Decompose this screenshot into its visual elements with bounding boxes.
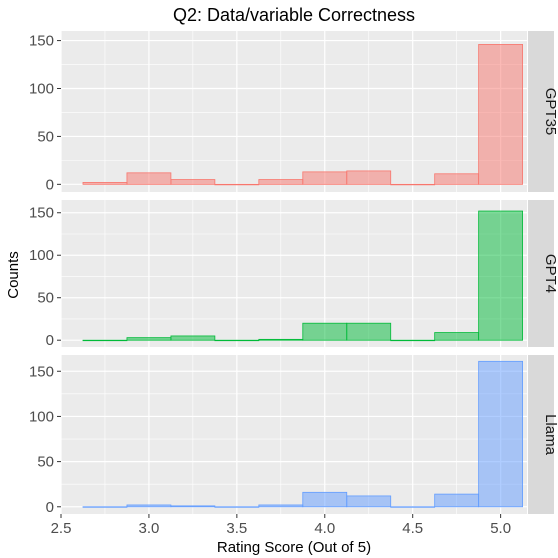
x-tick-label: 3.5: [226, 520, 247, 537]
histogram-bar: [390, 183, 436, 186]
x-tick-label: 4.0: [314, 520, 335, 537]
facet-strip: [528, 355, 554, 514]
y-tick-label: 0: [46, 499, 54, 516]
histogram-bar: [258, 338, 304, 341]
y-tick-label: 150: [29, 205, 54, 222]
histogram-bar: [82, 506, 128, 508]
histogram-bar: [478, 210, 524, 341]
histogram-bar: [82, 182, 128, 185]
x-tick-label: 3.0: [138, 520, 159, 537]
histogram-bar: [302, 491, 348, 508]
y-tick-label: 0: [46, 176, 54, 193]
y-tick-label: 100: [29, 408, 54, 425]
histogram-bar: [126, 504, 172, 508]
facet-strip-label: Llama: [542, 414, 558, 456]
facet-strip: [528, 200, 554, 347]
histogram-bar: [170, 179, 216, 185]
histogram-bar: [346, 495, 392, 508]
x-tick-label: 5.0: [490, 520, 511, 537]
y-tick-label: 100: [29, 247, 54, 264]
histogram-bar: [258, 504, 304, 508]
chart-title: Q2: Data/variable Correctness: [173, 5, 415, 25]
histogram-bar: [126, 337, 172, 341]
x-tick-label: 2.5: [51, 520, 72, 537]
y-axis-title: Counts: [5, 251, 22, 299]
histogram-bar: [170, 335, 216, 341]
histogram-bar: [302, 171, 348, 185]
histogram-bar: [214, 506, 260, 508]
facet-panel-llama: 0 50 100 150 Llama: [29, 355, 558, 516]
facet-panel-gpt4: 0 50 100 150 GPT4: [29, 200, 558, 349]
histogram-bar: [390, 506, 436, 508]
facet-strip-label: GPT4: [542, 254, 558, 293]
x-axis-title: Rating Score (Out of 5): [217, 539, 371, 556]
facet-strip-label: GPT35: [542, 88, 558, 136]
facet-panel-gpt35: 0 50 100 150 GPT35: [29, 31, 558, 193]
facet-panels: 0 50 100 150 GPT35 0 50 100 150 GPT4 0 50 100 150 Llam…: [29, 31, 558, 516]
facet-strip: [528, 31, 554, 192]
y-tick-label: 50: [37, 290, 54, 307]
y-tick-label: 150: [29, 363, 54, 380]
histogram-bar: [170, 505, 216, 508]
histogram-bar: [214, 339, 260, 342]
panel-background: [61, 355, 527, 514]
y-tick-label: 50: [37, 454, 54, 471]
histogram-bar: [478, 360, 524, 508]
histogram-bar: [346, 170, 392, 185]
histogram-bar: [390, 339, 436, 342]
histogram-bar: [126, 172, 172, 185]
histogram-bar: [214, 183, 260, 186]
y-tick-label: 0: [46, 332, 54, 349]
histogram-bar: [434, 493, 480, 508]
histogram-bar: [434, 332, 480, 341]
y-tick-label: 150: [29, 33, 54, 50]
histogram-bar: [82, 339, 128, 342]
histogram-bar: [302, 322, 348, 341]
y-tick-label: 50: [37, 128, 54, 145]
histogram-bar: [258, 179, 304, 185]
x-tick-label: 4.5: [402, 520, 423, 537]
panel-background: [61, 200, 527, 347]
x-axis: 2.5 3.0 3.5 4.0 4.5 5.0: [51, 514, 511, 537]
histogram-bar: [478, 44, 524, 185]
histogram-bar: [434, 173, 480, 185]
panel-background: [61, 31, 527, 192]
y-tick-label: 100: [29, 81, 54, 98]
histogram-bar: [346, 322, 392, 341]
